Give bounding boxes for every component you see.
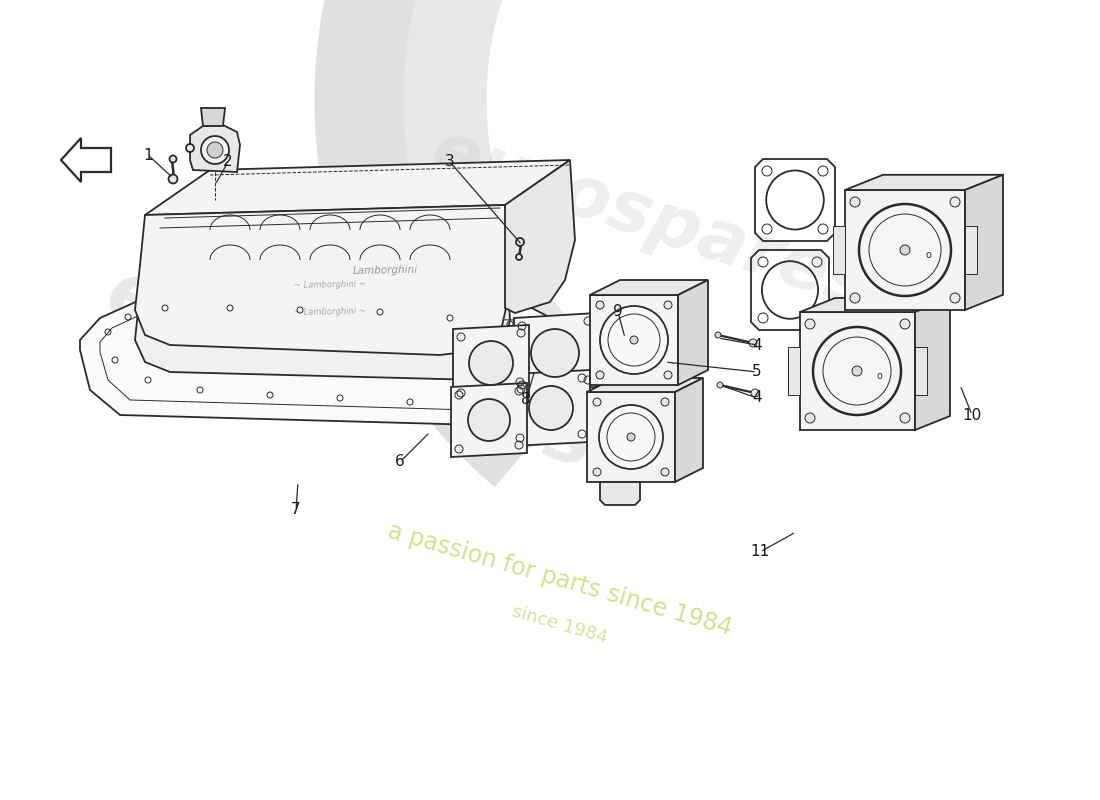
Circle shape [593, 398, 601, 406]
Polygon shape [587, 392, 675, 482]
Circle shape [850, 197, 860, 207]
Text: 10: 10 [962, 407, 981, 422]
Text: o: o [876, 371, 882, 381]
Circle shape [859, 204, 952, 296]
Circle shape [813, 327, 901, 415]
Polygon shape [590, 280, 708, 295]
Circle shape [168, 174, 177, 183]
Circle shape [469, 341, 513, 385]
Text: 3: 3 [446, 154, 455, 170]
Polygon shape [145, 160, 570, 215]
Circle shape [950, 197, 960, 207]
Circle shape [664, 301, 672, 309]
Circle shape [186, 144, 194, 152]
Polygon shape [453, 325, 529, 401]
Polygon shape [675, 378, 703, 482]
Circle shape [627, 433, 635, 441]
Circle shape [805, 319, 815, 329]
Circle shape [516, 254, 522, 260]
Polygon shape [590, 295, 678, 385]
Polygon shape [135, 235, 510, 380]
Text: 1: 1 [143, 147, 153, 162]
Text: 8: 8 [521, 393, 531, 407]
Circle shape [596, 301, 604, 309]
Circle shape [900, 245, 910, 255]
Circle shape [717, 382, 723, 388]
Text: o: o [925, 250, 931, 260]
Circle shape [600, 405, 663, 469]
Circle shape [531, 329, 579, 377]
Circle shape [852, 366, 862, 376]
Polygon shape [800, 312, 915, 430]
Circle shape [516, 238, 524, 246]
Polygon shape [845, 174, 1003, 190]
Circle shape [661, 398, 669, 406]
Polygon shape [201, 108, 225, 126]
Circle shape [661, 468, 669, 476]
Polygon shape [678, 280, 708, 385]
Text: eurospares: eurospares [422, 117, 878, 323]
Text: 4: 4 [752, 338, 762, 353]
Circle shape [664, 371, 672, 379]
Polygon shape [587, 378, 703, 392]
Text: since 1984: since 1984 [510, 602, 609, 647]
Circle shape [600, 306, 668, 374]
Polygon shape [788, 347, 800, 394]
Circle shape [596, 371, 604, 379]
Circle shape [468, 399, 510, 441]
Text: 9: 9 [613, 305, 623, 319]
Circle shape [900, 413, 910, 423]
Text: ~ Lamborghini ~: ~ Lamborghini ~ [294, 280, 366, 290]
Polygon shape [800, 298, 950, 312]
Polygon shape [965, 226, 977, 274]
Polygon shape [135, 205, 510, 355]
Polygon shape [845, 190, 965, 310]
Text: 6: 6 [395, 454, 405, 470]
Circle shape [715, 332, 720, 338]
Text: a passion for parts since 1984: a passion for parts since 1984 [385, 519, 735, 641]
Circle shape [169, 155, 176, 162]
Circle shape [751, 389, 759, 397]
Circle shape [900, 319, 910, 329]
Text: 2: 2 [223, 154, 233, 170]
Polygon shape [451, 383, 527, 457]
Polygon shape [600, 482, 640, 505]
Polygon shape [80, 300, 570, 425]
Polygon shape [190, 125, 240, 172]
Polygon shape [915, 347, 927, 394]
Polygon shape [512, 370, 590, 446]
Polygon shape [915, 298, 950, 430]
Circle shape [749, 339, 757, 347]
Text: ~ Lamborghini ~: ~ Lamborghini ~ [294, 307, 366, 317]
Polygon shape [505, 160, 575, 313]
Text: eurospares: eurospares [96, 254, 604, 486]
Circle shape [529, 386, 573, 430]
Text: 7: 7 [292, 502, 300, 518]
Circle shape [207, 142, 223, 158]
Circle shape [805, 413, 815, 423]
Circle shape [850, 293, 860, 303]
Polygon shape [965, 174, 1003, 310]
Polygon shape [833, 226, 845, 274]
Text: 11: 11 [750, 545, 770, 559]
Text: 5: 5 [752, 365, 762, 379]
Polygon shape [514, 313, 596, 392]
Polygon shape [145, 190, 570, 245]
Circle shape [593, 468, 601, 476]
Circle shape [950, 293, 960, 303]
Circle shape [630, 336, 638, 344]
Text: 4: 4 [752, 390, 762, 406]
Text: Lamborghini: Lamborghini [352, 265, 418, 275]
Circle shape [201, 136, 229, 164]
